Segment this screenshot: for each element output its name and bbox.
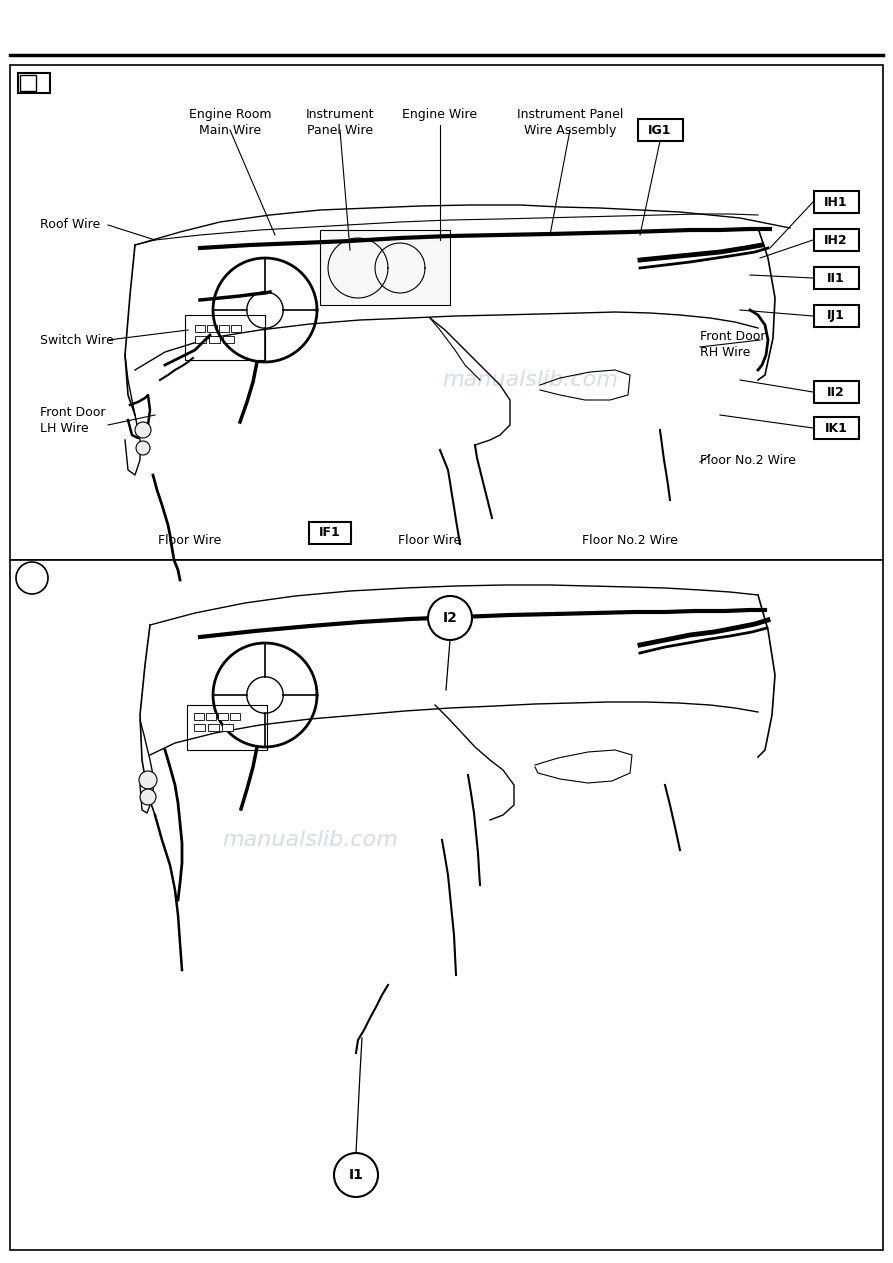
Text: Front Door
LH Wire: Front Door LH Wire — [40, 405, 105, 434]
Text: II1: II1 — [827, 272, 845, 284]
Bar — [209, 336, 220, 344]
Bar — [194, 714, 204, 720]
Bar — [207, 325, 217, 332]
Circle shape — [136, 441, 150, 455]
Bar — [814, 191, 858, 213]
Bar — [206, 714, 216, 720]
Bar — [814, 417, 858, 440]
Bar — [194, 724, 205, 731]
Bar — [814, 229, 858, 251]
Bar — [208, 724, 219, 731]
Text: Instrument
Panel Wire: Instrument Panel Wire — [305, 109, 374, 136]
Text: Floor Wire: Floor Wire — [398, 533, 462, 547]
Bar — [10, 560, 883, 1250]
Text: Floor Wire: Floor Wire — [158, 533, 221, 547]
Bar — [18, 73, 50, 93]
Text: Switch Wire: Switch Wire — [40, 333, 113, 346]
Bar — [20, 75, 36, 91]
Bar — [185, 314, 265, 360]
Text: Engine Room
Main Wire: Engine Room Main Wire — [188, 109, 271, 136]
Bar — [219, 325, 229, 332]
Bar — [230, 714, 240, 720]
Text: IH2: IH2 — [824, 234, 847, 246]
Text: manualslib.com: manualslib.com — [222, 830, 398, 850]
Text: Roof Wire: Roof Wire — [40, 218, 100, 231]
Text: Instrument Panel
Wire Assembly: Instrument Panel Wire Assembly — [517, 109, 623, 136]
Bar — [814, 266, 858, 289]
Bar — [231, 325, 241, 332]
Text: Floor No.2 Wire: Floor No.2 Wire — [700, 453, 796, 466]
Circle shape — [140, 789, 156, 805]
Bar — [814, 381, 858, 403]
Text: Front Door
RH Wire: Front Door RH Wire — [700, 331, 765, 360]
Text: I2: I2 — [443, 611, 457, 625]
Text: IG1: IG1 — [648, 124, 672, 136]
Bar — [814, 304, 858, 327]
Text: I1: I1 — [348, 1168, 363, 1182]
Bar — [309, 522, 351, 544]
Circle shape — [139, 770, 157, 789]
Bar — [222, 724, 233, 731]
Bar — [195, 336, 206, 344]
Text: Engine Wire: Engine Wire — [403, 109, 478, 121]
Circle shape — [16, 562, 48, 594]
Text: IK1: IK1 — [824, 422, 847, 434]
Circle shape — [135, 422, 151, 438]
Bar — [638, 119, 682, 141]
Text: IH1: IH1 — [824, 196, 847, 208]
Text: Floor No.2 Wire: Floor No.2 Wire — [582, 533, 678, 547]
Bar — [195, 325, 205, 332]
Bar — [218, 714, 228, 720]
Bar — [10, 64, 883, 560]
Text: II2: II2 — [827, 385, 845, 399]
Text: IF1: IF1 — [319, 527, 341, 539]
Text: IJ1: IJ1 — [827, 309, 845, 322]
Text: manualslib.com: manualslib.com — [442, 370, 618, 390]
Circle shape — [428, 596, 472, 640]
Bar — [187, 705, 267, 750]
Circle shape — [334, 1153, 378, 1197]
Bar — [223, 336, 234, 344]
Bar — [320, 230, 450, 304]
